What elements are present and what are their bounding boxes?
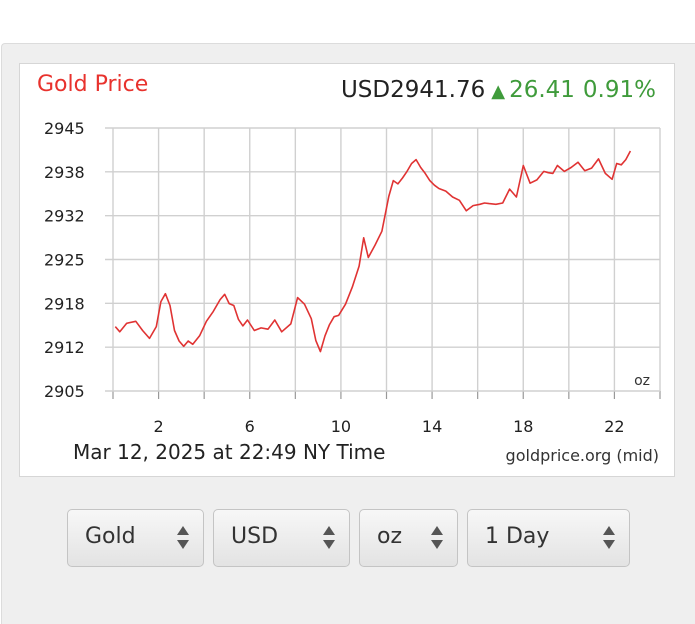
x-tick-label: 14 [422, 417, 442, 436]
y-tick-label: 2905 [44, 382, 85, 401]
select-arrows-icon [177, 522, 189, 554]
range-select[interactable]: 1 Day [467, 509, 630, 567]
x-tick-label: 10 [331, 417, 351, 436]
metal-select[interactable]: Gold [67, 509, 204, 567]
up-arrow-icon: ▲ [491, 81, 506, 102]
current-price: USD2941.76 [340, 77, 486, 103]
x-tick-label: 6 [245, 417, 255, 436]
y-tick-label: 2925 [44, 251, 85, 270]
price-change: 26.41 [509, 77, 575, 103]
chart-card [19, 63, 675, 477]
currency-select[interactable]: USD [213, 509, 350, 567]
metal-select-value: Gold [85, 524, 136, 549]
price-series-line [114, 150, 632, 353]
select-arrows-icon [323, 522, 335, 554]
y-tick-label: 2938 [44, 163, 85, 182]
y-tick-label: 2918 [44, 294, 85, 313]
unit-select[interactable]: oz [359, 509, 458, 567]
price-change-percent: 0.91% [582, 77, 656, 103]
x-tick-label: 18 [513, 417, 533, 436]
unit-select-value: oz [377, 524, 403, 549]
x-tick-label: 2 [153, 417, 163, 436]
chart-source: goldprice.org (mid) [505, 446, 659, 465]
chart-timestamp: Mar 12, 2025 at 22:49 NY Time [73, 440, 386, 464]
range-select-value: 1 Day [485, 524, 550, 549]
select-arrows-icon [603, 522, 615, 554]
currency-select-value: USD [231, 524, 279, 549]
select-arrows-icon [431, 522, 443, 554]
unit-label: oz [634, 373, 650, 389]
x-tick-label: 22 [604, 417, 624, 436]
y-tick-label: 2945 [44, 119, 85, 138]
y-tick-label: 2912 [44, 338, 85, 357]
y-tick-label: 2932 [44, 207, 85, 226]
chart-title: Gold Price [37, 72, 149, 97]
price-summary: USD2941.76 ▲ 26.41 0.91% [341, 77, 656, 103]
price-chart: 2945 2938 2932 2925 2918 2912 2905 2 6 10 14 18 22 oz [44, 119, 661, 436]
